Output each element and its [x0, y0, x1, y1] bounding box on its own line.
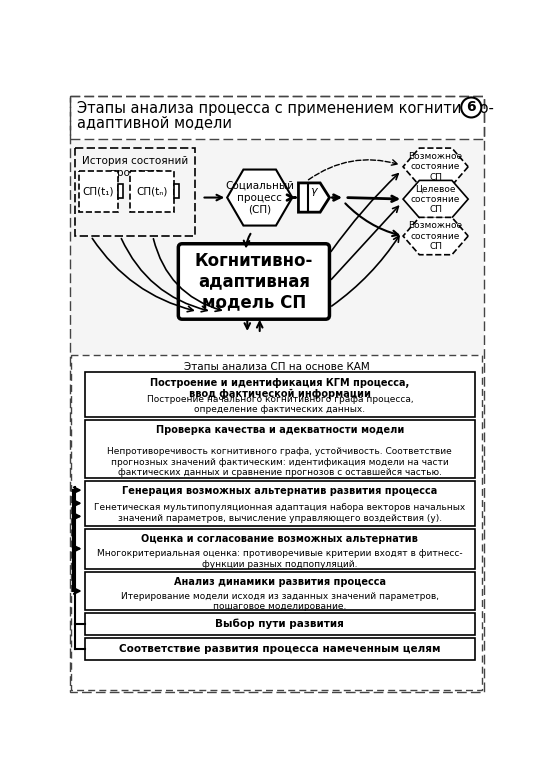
Text: Когнитивно-
адаптивная
модель СП: Когнитивно- адаптивная модель СП: [195, 252, 313, 311]
Text: γ: γ: [310, 186, 316, 196]
Text: Выбор пути развития: Выбор пути развития: [215, 619, 345, 629]
Text: СП(tₙ): СП(tₙ): [136, 186, 167, 197]
FancyBboxPatch shape: [118, 184, 123, 198]
Text: Возможное
состояние
СП: Возможное состояние СП: [409, 222, 463, 251]
Text: Многокритериальная оценка: противоречивые критерии входят в фитнесс-
функции раз: Многокритериальная оценка: противоречивы…: [97, 549, 463, 569]
FancyBboxPatch shape: [85, 481, 475, 526]
Text: адаптивной модели: адаптивной модели: [77, 115, 232, 130]
Text: Проверка качества и адекватности модели: Проверка качества и адекватности модели: [156, 425, 404, 435]
Polygon shape: [403, 148, 468, 186]
Text: Генетическая мультипопуляционная адаптация набора векторов начальных
значений па: Генетическая мультипопуляционная адаптац…: [94, 503, 465, 523]
FancyBboxPatch shape: [79, 171, 118, 212]
Text: Итерирование модели исходя из заданных значений параметров,
пошаговое моделирова: Итерирование модели исходя из заданных з…: [121, 592, 439, 612]
Text: Построение начального когнитивного графа процесса,
определение фактических данны: Построение начального когнитивного графа…: [146, 395, 413, 414]
Text: СП(t₁): СП(t₁): [83, 186, 114, 197]
FancyBboxPatch shape: [85, 613, 475, 635]
Text: Целевое
состояние
СП: Целевое состояние СП: [411, 184, 460, 214]
FancyBboxPatch shape: [174, 184, 179, 198]
FancyBboxPatch shape: [85, 572, 475, 610]
Polygon shape: [227, 169, 292, 225]
Text: Построение и идентификация КГМ процесса,
ввод фактической информации: Построение и идентификация КГМ процесса,…: [150, 378, 409, 399]
FancyBboxPatch shape: [85, 420, 475, 478]
Text: Генерация возможных альтернатив развития процесса: Генерация возможных альтернатив развития…: [122, 486, 437, 496]
Text: Этапы анализа СП на основе КАМ: Этапы анализа СП на основе КАМ: [184, 363, 369, 372]
Text: Соответствие развития процесса намеченным целям: Соответствие развития процесса намеченны…: [119, 644, 441, 654]
FancyBboxPatch shape: [70, 140, 484, 356]
Text: Непротиворечивость когнитивного графа, устойчивость. Соответствие
прогнозных зна: Непротиворечивость когнитивного графа, у…: [107, 448, 452, 477]
FancyBboxPatch shape: [85, 372, 475, 417]
Polygon shape: [403, 180, 468, 218]
FancyBboxPatch shape: [130, 171, 174, 212]
Text: Возможное
состояние
СП: Возможное состояние СП: [409, 152, 463, 182]
Polygon shape: [403, 218, 468, 255]
FancyBboxPatch shape: [85, 529, 475, 569]
Circle shape: [461, 98, 481, 118]
Text: История состояний
процесса: История состояний процесса: [82, 156, 188, 178]
Text: Социальный
процесс
(СП): Социальный процесс (СП): [225, 181, 294, 214]
Text: Этапы анализа процесса с применением когнитивно-: Этапы анализа процесса с применением ког…: [77, 101, 494, 116]
FancyBboxPatch shape: [85, 638, 475, 660]
Text: 6: 6: [467, 101, 476, 115]
Text: Анализ динамики развития процесса: Анализ динамики развития процесса: [174, 577, 386, 587]
Polygon shape: [299, 183, 329, 212]
FancyBboxPatch shape: [178, 243, 329, 319]
Text: Оценка и согласование возможных альтернатив: Оценка и согласование возможных альтерна…: [141, 534, 418, 544]
